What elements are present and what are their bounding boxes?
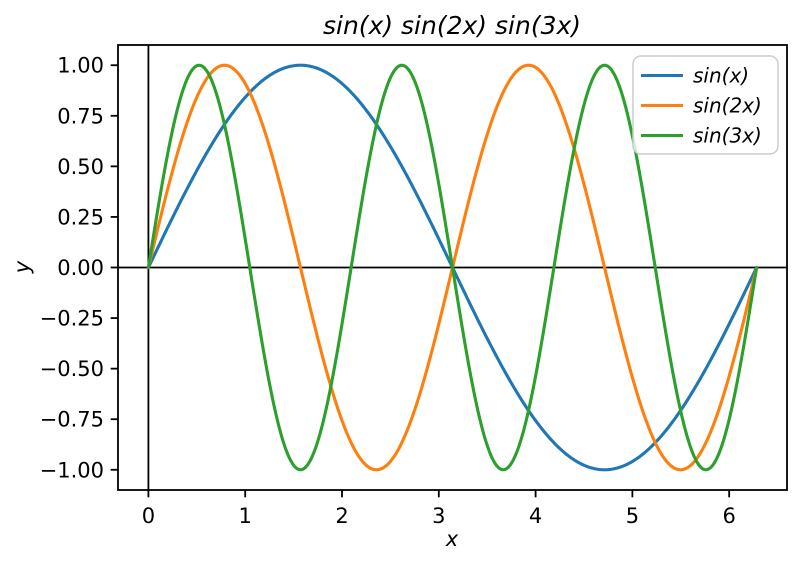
x-tick-label: 4 bbox=[529, 504, 542, 528]
y-tick-label: −0.75 bbox=[40, 408, 104, 432]
curves-group bbox=[146, 63, 759, 472]
x-tick-label: 3 bbox=[432, 504, 445, 528]
legend-group: sin(x) sin(2x) sin(3x) bbox=[632, 55, 779, 155]
ticks-group: 0 1 2 3 4 5 6 1.00 0.75 0.50 0.25 0.00 −0.25 −0.50 −0.… bbox=[40, 54, 736, 528]
y-tick-label: 0.00 bbox=[57, 256, 104, 280]
x-tick-label: 0 bbox=[142, 504, 155, 528]
y-tick-label: −0.50 bbox=[40, 357, 104, 381]
x-tick-label: 1 bbox=[239, 504, 252, 528]
y-axis-label: y bbox=[10, 260, 34, 274]
legend-entry-label: sin(3x) bbox=[693, 124, 762, 148]
y-tick-label: 1.00 bbox=[57, 54, 104, 78]
chart-title: sin(x) sin(2x) sin(3x) bbox=[323, 11, 581, 40]
x-tick-label: 6 bbox=[722, 504, 735, 528]
legend-box bbox=[632, 55, 779, 155]
x-tick-label: 2 bbox=[335, 504, 348, 528]
legend-entry-label: sin(2x) bbox=[693, 94, 762, 118]
y-tick-label: −1.00 bbox=[40, 458, 104, 482]
y-tick-label: 0.50 bbox=[57, 155, 104, 179]
curve-sin-3x bbox=[146, 63, 759, 472]
y-tick-label: 0.25 bbox=[57, 205, 104, 229]
x-axis-label: x bbox=[445, 527, 459, 551]
y-tick-label: 0.75 bbox=[57, 104, 104, 128]
legend-entry-label: sin(x) bbox=[693, 64, 749, 88]
x-tick-label: 5 bbox=[626, 504, 639, 528]
y-tick-label: −0.25 bbox=[40, 307, 104, 331]
